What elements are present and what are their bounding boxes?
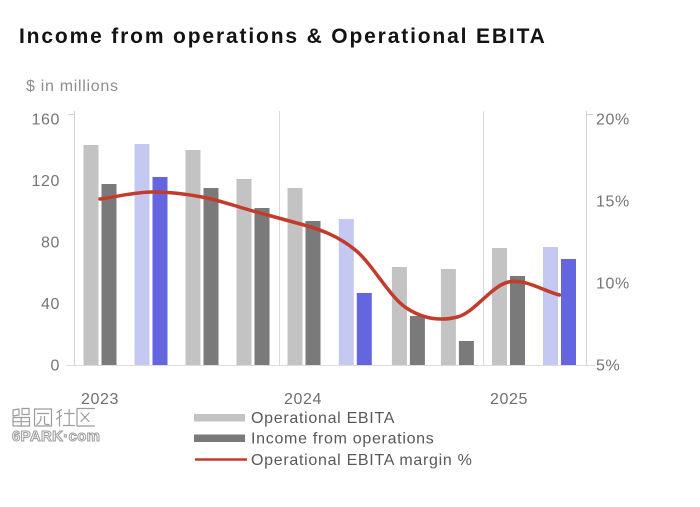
svg-text:80: 80 — [41, 235, 60, 252]
svg-text:2024: 2024 — [284, 391, 322, 408]
svg-text:10%: 10% — [596, 276, 630, 293]
svg-text:Operational EBITA margin %: Operational EBITA margin % — [251, 452, 473, 469]
svg-text:40: 40 — [41, 296, 60, 313]
svg-text:0: 0 — [51, 358, 61, 375]
svg-text:Operational EBITA: Operational EBITA — [251, 410, 395, 427]
svg-text:2025: 2025 — [490, 391, 528, 408]
svg-text:2023: 2023 — [81, 391, 119, 408]
svg-text:Income from operations: Income from operations — [251, 431, 434, 448]
svg-text:5%: 5% — [596, 358, 620, 375]
svg-text:160: 160 — [32, 112, 61, 129]
svg-text:20%: 20% — [596, 112, 630, 129]
svg-text:15%: 15% — [596, 194, 630, 211]
svg-text:120: 120 — [32, 173, 61, 190]
svg-text:6PARK·com: 6PARK·com — [12, 428, 100, 445]
